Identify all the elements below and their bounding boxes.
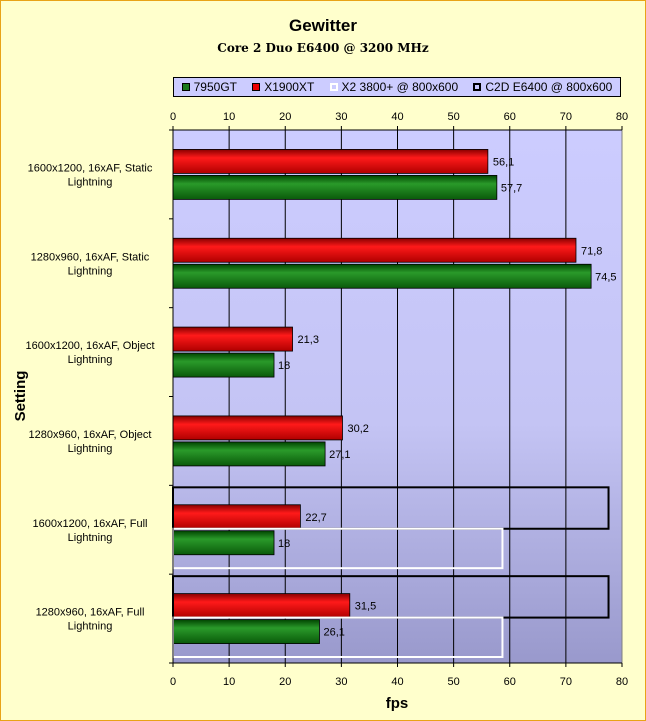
data-label-7950gt: 26,1 <box>323 627 344 639</box>
category-label-line: 1280x960, 16xAF, Full <box>36 607 145 619</box>
legend-item-x1900xt: X1900XT <box>252 80 314 94</box>
axes: 0 0 10 10 20 20 30 30 40 40 50 50 60 60 70 70 80 80 1600x1… <box>25 111 628 688</box>
data-label-x1900xt: 56,1 <box>493 156 514 168</box>
x-tick-label-top: 20 <box>279 111 291 123</box>
data-label-x1900xt: 22,7 <box>305 512 326 524</box>
x-tick-label-bottom: 60 <box>504 676 516 688</box>
category-label-line: 1280x960, 16xAF, Static <box>31 251 150 263</box>
bar-x1900xt <box>172 326 293 352</box>
x-tick-label-top: 40 <box>391 111 403 123</box>
x-tick-label-bottom: 50 <box>448 676 460 688</box>
x-tick-label-top: 70 <box>560 111 572 123</box>
bar-7950gt <box>172 352 275 378</box>
category-label-line: 1600x1200, 16xAF, Static <box>28 162 153 174</box>
data-label-7950gt: 18 <box>278 538 290 550</box>
bar-x1900xt <box>172 237 577 263</box>
bar-7950gt <box>172 263 592 289</box>
category-label-line: 1280x960, 16xAF, Object <box>29 429 152 441</box>
legend-label-x1900xt: X1900XT <box>264 80 315 94</box>
category-label: 1280x960, 16xAF, Full Lightning <box>36 607 145 633</box>
x-tick-label-bottom: 0 <box>170 676 176 688</box>
bar-7950gt <box>172 619 320 644</box>
legend-item-c2d-e6400: C2D E6400 @ 800x600 <box>473 80 612 94</box>
bar-x1900xt <box>172 149 489 174</box>
data-label-7950gt: 57,7 <box>501 182 522 194</box>
x-tick-label-bottom: 10 <box>223 676 235 688</box>
legend-label-x2-3800: X2 3800+ @ 800x600 <box>341 80 459 94</box>
legend-label-7950gt: 7950GT <box>193 80 237 94</box>
bar-7950gt <box>172 175 498 200</box>
category-label-line: Lightning <box>68 354 113 366</box>
category-label-line: Lightning <box>68 532 113 544</box>
legend-swatch-x2-3800 <box>329 83 338 91</box>
data-labels: 56,1 57,7 71,8 74,5 21,3 18 30,2 27,1 22,7 18 31,5… <box>278 156 617 638</box>
x-tick-label-bottom: 30 <box>335 676 347 688</box>
data-label-x1900xt: 30,2 <box>347 423 368 435</box>
data-label-x1900xt: 31,5 <box>355 601 376 613</box>
category-label-line: Lightning <box>68 621 113 633</box>
y-axis-title: Setting <box>12 371 29 422</box>
category-label-line: 1600x1200, 16xAF, Full <box>33 518 148 530</box>
legend-swatch-x1900xt <box>252 83 261 91</box>
bars <box>172 149 592 644</box>
x-tick-label-bottom: 40 <box>391 676 403 688</box>
legend-swatch-c2d-e6400 <box>473 83 482 91</box>
bar-7950gt <box>172 530 275 556</box>
x-axis-title: fps <box>386 695 409 712</box>
bar-x1900xt <box>172 504 301 530</box>
legend-label-c2d-e6400: C2D E6400 @ 800x600 <box>485 80 613 94</box>
x-tick-label-top: 10 <box>223 111 235 123</box>
legend-swatch-7950gt <box>181 83 190 91</box>
category-label: 1600x1200, 16xAF, Static Lightning <box>28 162 153 188</box>
x-tick-label-top: 50 <box>448 111 460 123</box>
category-label: 1600x1200, 16xAF, Object Lightning <box>25 340 154 366</box>
bar-x1900xt <box>172 593 351 618</box>
x-tick-label-bottom: 80 <box>616 676 628 688</box>
category-label-line: Lightning <box>68 176 113 188</box>
legend: 7950GT X1900XT X2 3800+ @ 800x600 C2D E6… <box>173 77 621 97</box>
category-label: 1280x960, 16xAF, Static Lightning <box>31 251 150 277</box>
data-label-7950gt: 27,1 <box>329 449 350 461</box>
data-label-7950gt: 74,5 <box>595 271 616 283</box>
x-tick-label-bottom: 20 <box>279 676 291 688</box>
bar-x1900xt <box>172 415 343 441</box>
grid-lines <box>228 130 567 663</box>
data-label-x1900xt: 21,3 <box>298 334 319 346</box>
category-label-line: Lightning <box>68 265 113 277</box>
bar-7950gt <box>172 441 326 467</box>
x-tick-label-top: 60 <box>504 111 516 123</box>
legend-item-x2-3800: X2 3800+ @ 800x600 <box>329 80 459 94</box>
category-label-line: 1600x1200, 16xAF, Object <box>25 340 154 352</box>
data-label-x1900xt: 71,8 <box>581 245 602 257</box>
category-label: 1280x960, 16xAF, Object Lightning <box>29 429 152 455</box>
data-label-7950gt: 18 <box>278 360 290 372</box>
legend-item-7950gt: 7950GT <box>181 80 237 94</box>
x-tick-label-top: 80 <box>616 111 628 123</box>
x-tick-label-top: 0 <box>170 111 176 123</box>
x-tick-label-bottom: 70 <box>560 676 572 688</box>
x-tick-label-top: 30 <box>335 111 347 123</box>
chart-subtitle: Core 2 Duo E6400 @ 3200 MHz <box>217 41 429 55</box>
category-label: 1600x1200, 16xAF, Full Lightning <box>33 518 148 544</box>
chart-title: Gewitter <box>288 16 358 35</box>
category-label-line: Lightning <box>68 443 113 455</box>
